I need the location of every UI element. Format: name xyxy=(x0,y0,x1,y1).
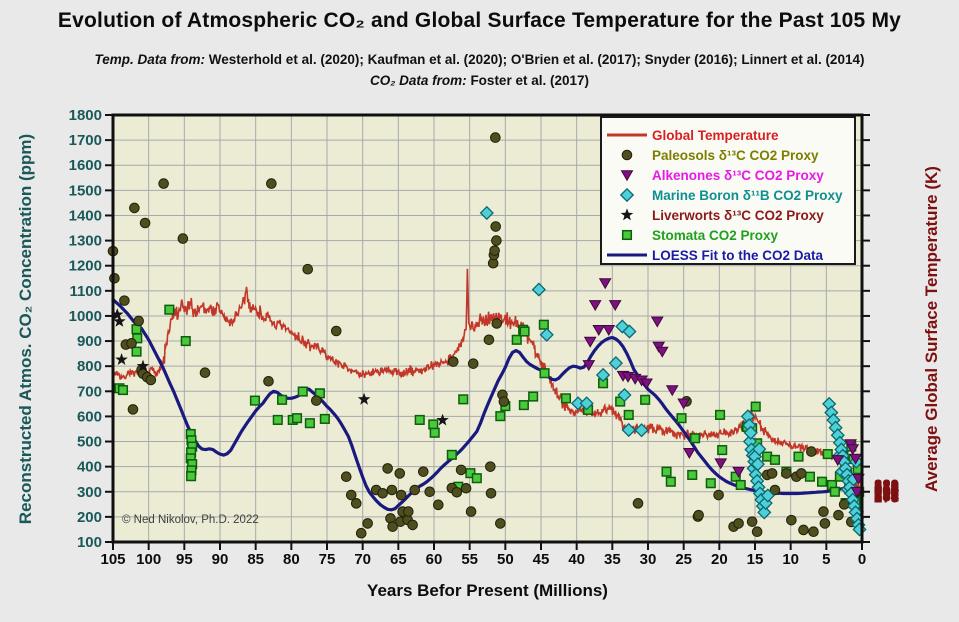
y-axis-label-temperature: Average Global Surface Temperature (K) xyxy=(922,166,941,492)
legend-item-global-temperature: Global Temperature xyxy=(602,125,854,145)
marine-boron-b-co2-proxy-points xyxy=(479,205,867,537)
x-tick-label: 105 xyxy=(100,551,125,568)
x-tick-label: 80 xyxy=(283,551,300,568)
y-left-tick-label: 100 xyxy=(77,534,102,551)
y-right-tick-label: 287 xyxy=(874,487,899,504)
y-right-tick-label: 323 xyxy=(874,478,899,495)
x-tick-label: 40 xyxy=(568,551,585,568)
subtitle-temp-sources: Temp. Data from: Westerhold et al. (2020… xyxy=(0,52,959,67)
legend-label: Global Temperature xyxy=(652,127,779,143)
subtitle-temp-prefix: Temp. Data from: xyxy=(94,52,206,67)
y-right-tick-label: 329 xyxy=(874,476,899,493)
y-left-tick-label: 1700 xyxy=(69,132,102,149)
legend-label: Marine Boron δ¹¹B CO2 Proxy xyxy=(652,187,843,203)
x-tick-label: 85 xyxy=(247,551,264,568)
line-icon xyxy=(602,247,652,263)
legend-label: Stomata CO2 Proxy xyxy=(652,227,779,243)
y-right-tick-label: 326 xyxy=(874,477,899,494)
circle-icon xyxy=(602,147,652,163)
x-tick-label: 20 xyxy=(711,551,728,568)
x-tick-label: 60 xyxy=(426,551,443,568)
x-tick-label: 25 xyxy=(675,551,692,568)
y-axis-label-co2: Reconstructed Atmos. CO₂ Concentration (… xyxy=(16,133,35,525)
x-tick-label: 90 xyxy=(212,551,229,568)
legend-label: Paleosols δ¹³C CO2 Proxy xyxy=(652,147,819,163)
x-tick-label: 95 xyxy=(176,551,193,568)
y-left-tick-label: 1300 xyxy=(69,233,102,250)
legend-item-stomata-co2-proxy: Stomata CO2 Proxy xyxy=(602,225,854,245)
y-left-tick-label: 500 xyxy=(77,434,102,451)
y-right-tick-label: 314 xyxy=(874,480,900,497)
y-right-tick-label: 299 xyxy=(874,484,899,501)
y-right-tick-label: 278 xyxy=(874,489,899,506)
y-left-tick-label: 1600 xyxy=(69,157,102,174)
y-left-tick-label: 800 xyxy=(77,358,102,375)
legend-label: Alkenones δ¹³C CO2 Proxy xyxy=(652,167,824,183)
x-tick-label: 45 xyxy=(533,551,550,568)
y-right-tick-label: 305 xyxy=(874,483,899,500)
y-right-tick-label: 281 xyxy=(874,489,899,506)
star-icon xyxy=(602,207,652,223)
y-left-tick-label: 300 xyxy=(77,484,102,501)
y-right-tick-label: 293 xyxy=(874,486,899,503)
y-right-tick-label: 308 xyxy=(874,482,899,499)
y-left-tick-label: 900 xyxy=(77,333,102,350)
x-tick-label: 75 xyxy=(319,551,336,568)
x-tick-label: 15 xyxy=(747,551,764,568)
x-tick-label: 55 xyxy=(461,551,478,568)
y-right-tick-label: 317 xyxy=(874,479,899,496)
y-right-tick-label: 320 xyxy=(874,479,899,496)
liverworts-c-co2-proxy-points xyxy=(111,308,449,426)
legend-item-loess-fit-to-the-co2-data: LOESS Fit to the CO2 Data xyxy=(602,245,854,265)
y-left-tick-label: 1200 xyxy=(69,258,102,275)
subtitle-co2-source: CO₂ Data from: Foster et al. (2017) xyxy=(0,73,959,88)
y-right-tick-label: 311 xyxy=(874,481,898,498)
legend-item-liverworts-c-co2-proxy: Liverworts δ¹³C CO2 Proxy xyxy=(602,205,854,225)
subtitle-temp-text: Westerhold et al. (2020); Kaufman et al.… xyxy=(208,52,865,67)
square-icon xyxy=(602,227,652,243)
legend-label: LOESS Fit to the CO2 Data xyxy=(652,247,824,263)
plot-frame xyxy=(111,113,864,544)
y-left-tick-label: 1100 xyxy=(69,283,102,300)
page-title: Evolution of Atmospheric CO₂ and Global … xyxy=(57,9,902,32)
diamond-icon xyxy=(602,187,652,203)
y-left-tick-label: 400 xyxy=(77,459,102,476)
x-tick-label: 100 xyxy=(136,551,161,568)
y-left-tick-label: 1400 xyxy=(69,207,102,224)
legend-item-paleosols-c-co2-proxy: Paleosols δ¹³C CO2 Proxy xyxy=(602,145,854,165)
x-tick-label: 10 xyxy=(782,551,799,568)
x-tick-label: 35 xyxy=(604,551,621,568)
y-right-tick-label: 290 xyxy=(874,486,899,503)
subtitle-co2-prefix: CO₂ Data from: xyxy=(370,73,467,88)
y-left-tick-label: 1000 xyxy=(69,308,102,325)
y-right-tick-label: 302 xyxy=(874,483,899,500)
x-tick-label: 5 xyxy=(822,551,830,568)
legend-label: Liverworts δ¹³C CO2 Proxy xyxy=(652,207,824,223)
x-tick-label: 50 xyxy=(497,551,514,568)
watermark-copyright: © Ned Nikolov, Ph.D. 2022 xyxy=(122,514,259,526)
x-tick-label: 0 xyxy=(858,551,866,568)
y-left-tick-label: 1500 xyxy=(69,182,102,199)
legend-item-alkenones-c-co2-proxy: Alkenones δ¹³C CO2 Proxy xyxy=(602,165,854,185)
loess-fit-line xyxy=(111,298,864,512)
y-left-tick-label: 200 xyxy=(77,509,102,526)
y-left-tick-label: 700 xyxy=(77,383,102,400)
y-right-tick-label: 296 xyxy=(874,485,899,502)
x-tick-label: 70 xyxy=(354,551,371,568)
legend-item-marine-boron-b-co2-proxy: Marine Boron δ¹¹B CO2 Proxy xyxy=(602,185,854,205)
y-right-tick-label: 284 xyxy=(874,488,900,505)
tick-marks xyxy=(105,114,870,550)
legend: Global Temperature Paleosols δ¹³C CO2 Pro… xyxy=(600,116,856,265)
x-tick-label: 65 xyxy=(390,551,407,568)
y-left-tick-label: 1800 xyxy=(69,107,102,124)
triangle-icon xyxy=(602,167,652,183)
x-axis-label: Years Befor Present (Millions) xyxy=(367,581,608,600)
y-left-tick-label: 600 xyxy=(77,408,102,425)
x-tick-label: 30 xyxy=(640,551,657,568)
global-temperature-line xyxy=(112,268,863,519)
line-icon xyxy=(602,127,652,143)
subtitle-co2-text: Foster et al. (2017) xyxy=(470,73,589,88)
alkenones-c-co2-proxy-points xyxy=(582,278,865,498)
